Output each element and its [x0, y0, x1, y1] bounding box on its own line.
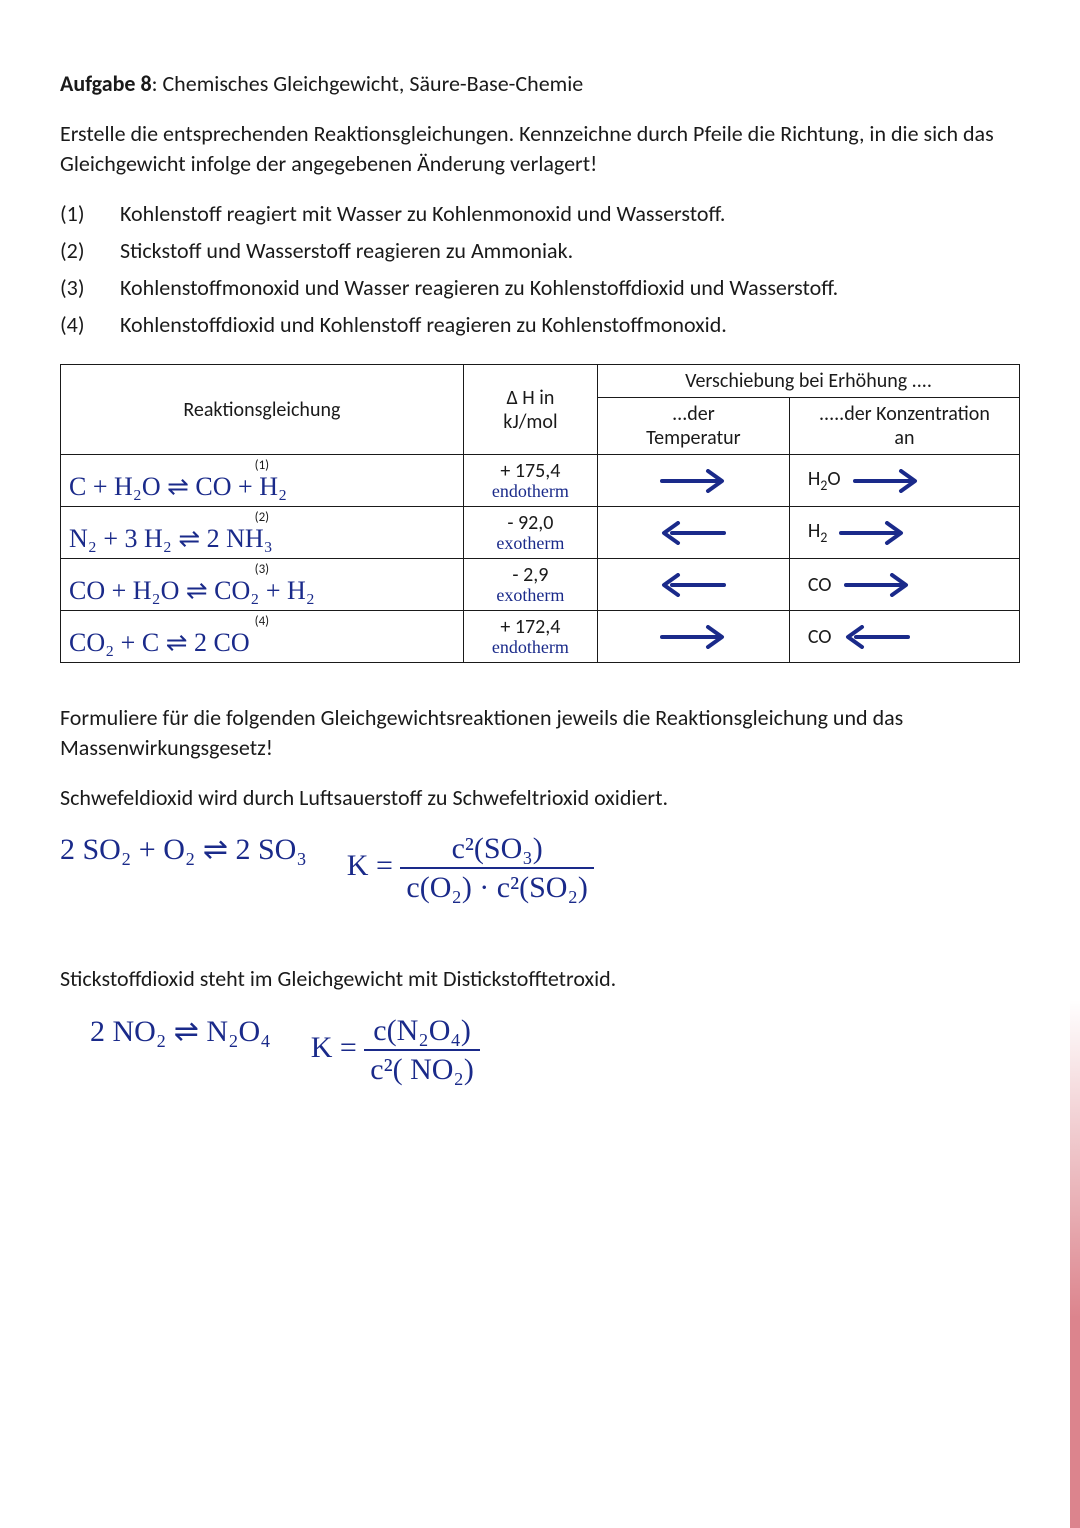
work-block-1: 2 SO₂ + O₂ ⇌ 2 SO₃ K = c²(SO₃) c(O₂) · c…	[60, 832, 1020, 904]
table-row: (3) CO + H₂O ⇌ CO₂ + H₂ - 2,9 exotherm C…	[61, 559, 1020, 611]
temp-shift-cell	[598, 611, 790, 663]
temp-b: Temperatur	[646, 426, 741, 450]
thermicity: endotherm	[472, 638, 589, 658]
item-text: Kohlenstoff reagiert mit Wasser zu Kohle…	[120, 200, 725, 227]
row-number: (2)	[69, 511, 455, 524]
item-number: (1)	[60, 200, 120, 227]
item-text: Stickstoff und Wasserstoff reagieren zu …	[120, 237, 573, 264]
thermicity: endotherm	[472, 482, 589, 502]
reaction-equation: N₂ + 3 H₂ ⇌ 2 NH₃	[69, 524, 455, 554]
table-row: (4) CO₂ + C ⇌ 2 CO + 172,4 endotherm CO	[61, 611, 1020, 663]
arrow-left-icon	[842, 625, 912, 649]
conc-shift-cell: H2O	[789, 455, 1019, 507]
scan-edge-artifact	[1070, 1000, 1080, 1528]
temp-shift-cell	[598, 559, 790, 611]
conc-shift-cell: CO	[789, 611, 1019, 663]
item-number: (2)	[60, 237, 120, 264]
denominator: c²( NO₂)	[364, 1051, 480, 1086]
dh-label-b: kJ/mol	[503, 410, 557, 434]
dh-label-a: Δ H in	[506, 386, 554, 410]
row-number: (1)	[69, 459, 455, 472]
arrow-right-icon	[851, 469, 921, 493]
col-concentration: .....der Konzentration an	[789, 398, 1019, 455]
equation-1: 2 SO₂ + O₂ ⇌ 2 SO₃	[60, 832, 307, 867]
temp-shift-cell	[598, 455, 790, 507]
instruction-2: Formuliere für die folgenden Gleichgewic…	[60, 703, 1020, 762]
page-title: Aufgabe 8: Chemisches Gleichgewicht, Säu…	[60, 70, 1020, 97]
numerator: c²(SO₃)	[400, 832, 594, 869]
species-label: CO	[808, 573, 832, 597]
deltaH-value: - 2,9	[472, 564, 589, 586]
reaction-equation: CO₂ + C ⇌ 2 CO	[69, 628, 455, 658]
question-2-text: Stickstoffdioxid steht im Gleichgewicht …	[60, 964, 1020, 994]
deltaH-cell: + 175,4 endotherm	[463, 455, 597, 507]
arrow-left-icon	[658, 521, 728, 545]
item-text: Kohlenstoffdioxid und Kohlenstoff reagie…	[120, 311, 727, 338]
list-item: (4) Kohlenstoffdioxid und Kohlenstoff re…	[60, 311, 1020, 338]
fraction: c(N₂O₄) c²( NO₂)	[364, 1014, 480, 1086]
item-number: (3)	[60, 274, 120, 301]
species-label: H2O	[808, 467, 841, 494]
work-block-2: 2 NO₂ ⇌ N₂O₄ K = c(N₂O₄) c²( NO₂)	[60, 1014, 1020, 1086]
deltaH-value: - 92,0	[472, 512, 589, 534]
title-label: Aufgabe 8	[60, 70, 152, 97]
col-shift: Verschiebung bei Erhöhung ....	[598, 365, 1020, 398]
fraction: c²(SO₃) c(O₂) · c²(SO₂)	[400, 832, 594, 904]
arrow-right-icon	[837, 521, 907, 545]
question-1-text: Schwefeldioxid wird durch Luftsauerstoff…	[60, 783, 1020, 813]
intro-text: Erstelle die entsprechenden Reaktionsgle…	[60, 119, 1020, 178]
list-item: (3) Kohlenstoffmonoxid und Wasser reagie…	[60, 274, 1020, 301]
species-label: CO	[808, 625, 832, 649]
conc-shift-cell: CO	[789, 559, 1019, 611]
mass-action-2: K = c(N₂O₄) c²( NO₂)	[311, 1014, 480, 1086]
table-row: (1) C + H₂O ⇌ CO + H₂ + 175,4 endotherm …	[61, 455, 1020, 507]
col-temperature: ...der Temperatur	[598, 398, 790, 455]
conc-shift-cell: H2	[789, 507, 1019, 559]
col-deltaH: Δ H in kJ/mol	[463, 365, 597, 455]
mass-action-1: K = c²(SO₃) c(O₂) · c²(SO₂)	[347, 832, 594, 904]
row-number: (4)	[69, 615, 455, 628]
equilibrium-table: Reaktionsgleichung Δ H in kJ/mol Verschi…	[60, 364, 1020, 663]
table-header-row: Reaktionsgleichung Δ H in kJ/mol Verschi…	[61, 365, 1020, 398]
arrow-right-icon	[658, 625, 728, 649]
temp-shift-cell	[598, 507, 790, 559]
deltaH-value: + 172,4	[472, 616, 589, 638]
k-lhs: K =	[347, 849, 393, 882]
arrow-left-icon	[658, 573, 728, 597]
thermicity: exotherm	[472, 534, 589, 554]
reaction-equation: C + H₂O ⇌ CO + H₂	[69, 472, 455, 502]
deltaH-value: + 175,4	[472, 460, 589, 482]
arrow-right-icon	[842, 573, 912, 597]
denominator: c(O₂) · c²(SO₂)	[400, 869, 594, 904]
col-reaction: Reaktionsgleichung	[61, 365, 464, 455]
row-number: (3)	[69, 563, 455, 576]
numerator: c(N₂O₄)	[364, 1014, 480, 1051]
conc-a: .....der Konzentration	[819, 402, 990, 426]
deltaH-cell: - 2,9 exotherm	[463, 559, 597, 611]
temp-a: ...der	[672, 402, 715, 426]
conc-b: an	[894, 426, 914, 450]
reaction-cell: (4) CO₂ + C ⇌ 2 CO	[61, 611, 464, 663]
k-lhs: K =	[311, 1031, 357, 1064]
reaction-cell: (3) CO + H₂O ⇌ CO₂ + H₂	[61, 559, 464, 611]
reaction-equation: CO + H₂O ⇌ CO₂ + H₂	[69, 576, 455, 606]
worksheet-page: Aufgabe 8: Chemisches Gleichgewicht, Säu…	[0, 0, 1080, 1528]
title-rest: : Chemisches Gleichgewicht, Säure-Base-C…	[152, 70, 584, 97]
thermicity: exotherm	[472, 586, 589, 606]
species-label: H2	[808, 519, 828, 546]
table-row: (2) N₂ + 3 H₂ ⇌ 2 NH₃ - 92,0 exotherm H2	[61, 507, 1020, 559]
reaction-cell: (1) C + H₂O ⇌ CO + H₂	[61, 455, 464, 507]
task-list: (1) Kohlenstoff reagiert mit Wasser zu K…	[60, 200, 1020, 338]
arrow-right-icon	[658, 469, 728, 493]
reaction-cell: (2) N₂ + 3 H₂ ⇌ 2 NH₃	[61, 507, 464, 559]
deltaH-cell: - 92,0 exotherm	[463, 507, 597, 559]
item-number: (4)	[60, 311, 120, 338]
deltaH-cell: + 172,4 endotherm	[463, 611, 597, 663]
list-item: (1) Kohlenstoff reagiert mit Wasser zu K…	[60, 200, 1020, 227]
list-item: (2) Stickstoff und Wasserstoff reagieren…	[60, 237, 1020, 264]
item-text: Kohlenstoffmonoxid und Wasser reagieren …	[120, 274, 838, 301]
equation-2: 2 NO₂ ⇌ N₂O₄	[90, 1014, 271, 1049]
